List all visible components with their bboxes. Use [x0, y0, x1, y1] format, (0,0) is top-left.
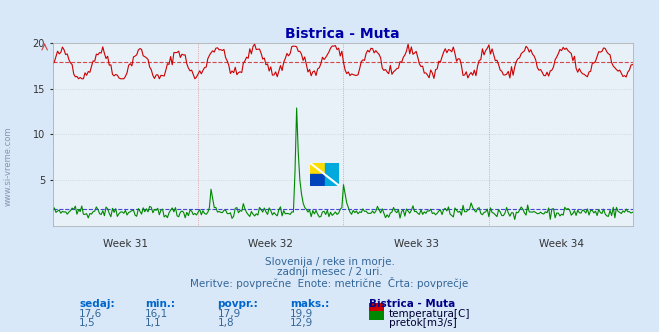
Text: Meritve: povprečne  Enote: metrične  Črta: povprečje: Meritve: povprečne Enote: metrične Črta:…	[190, 277, 469, 289]
Text: zadnji mesec / 2 uri.: zadnji mesec / 2 uri.	[277, 267, 382, 277]
Bar	[325, 174, 339, 186]
Text: min.:: min.:	[145, 299, 175, 309]
Text: 17,9: 17,9	[217, 309, 241, 319]
Text: pretok[m3/s]: pretok[m3/s]	[389, 318, 457, 328]
Text: temperatura[C]: temperatura[C]	[389, 309, 471, 319]
Text: 1,5: 1,5	[79, 318, 96, 328]
Text: Week 31: Week 31	[103, 239, 148, 249]
Bar	[310, 163, 325, 174]
Text: povpr.:: povpr.:	[217, 299, 258, 309]
Text: Week 34: Week 34	[539, 239, 584, 249]
Text: www.si-vreme.com: www.si-vreme.com	[3, 126, 13, 206]
Text: Week 32: Week 32	[248, 239, 293, 249]
Text: Week 33: Week 33	[393, 239, 439, 249]
Text: sedaj:: sedaj:	[79, 299, 115, 309]
Text: maks.:: maks.:	[290, 299, 330, 309]
Text: 16,1: 16,1	[145, 309, 168, 319]
Text: 1,1: 1,1	[145, 318, 161, 328]
Text: 19,9: 19,9	[290, 309, 313, 319]
Bar	[325, 163, 339, 174]
Title: Bistrica - Muta: Bistrica - Muta	[285, 27, 400, 41]
Text: Bistrica - Muta: Bistrica - Muta	[369, 299, 455, 309]
Text: 17,6: 17,6	[79, 309, 102, 319]
Text: Slovenija / reke in morje.: Slovenija / reke in morje.	[264, 257, 395, 267]
Text: 1,8: 1,8	[217, 318, 234, 328]
Bar	[310, 174, 325, 186]
Text: 12,9: 12,9	[290, 318, 313, 328]
